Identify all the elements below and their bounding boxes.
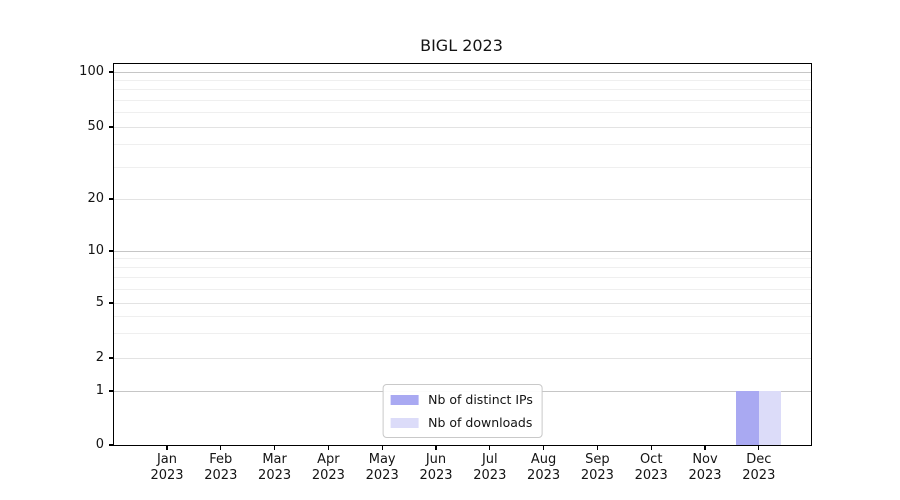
y-tick-label: 50 [87,119,104,134]
y-gridline-minor [114,144,811,146]
y-tick-label: 2 [95,350,104,365]
legend-label-distinct-ips: Nb of distinct IPs [428,392,533,407]
x-tick-label: Feb 2023 [204,452,238,483]
x-tick-mark [435,445,437,450]
x-tick-mark [381,445,383,450]
y-tick-label: 1 [95,383,104,398]
bar-distinct-ips [736,391,759,445]
y-tick-mark [108,198,113,200]
y-tick-mark [108,126,113,128]
bar-downloads [758,391,782,445]
y-gridline-minor [114,315,811,317]
y-gridline [114,302,811,304]
x-tick-label: Mar 2023 [258,452,292,483]
y-gridline [114,357,811,359]
x-tick-label: Nov 2023 [688,452,722,483]
y-tick-label: 5 [95,295,104,310]
y-tick-label: 20 [87,191,104,206]
legend-item-distinct-ips: Nb of distinct IPs [390,392,533,407]
x-tick-mark [542,445,545,450]
x-tick-label: Jan 2023 [150,452,184,483]
y-gridline [114,198,811,200]
x-tick-mark [220,445,222,450]
y-tick-mark [108,302,113,304]
y-gridline-minor [114,166,811,168]
y-tick-label: 100 [79,64,104,79]
legend-label-downloads: Nb of downloads [428,415,533,430]
x-tick-label: Oct 2023 [634,452,668,483]
x-tick-label: Aug 2023 [527,452,561,483]
plot-area: 0 1 2 5 10 20 50 100 Jan 2023 Feb 2023 Mar 2023 Apr… [79,63,812,483]
y-gridline-minor [114,112,811,114]
x-tick-label: Sep 2023 [580,452,614,483]
y-tick-mark [108,444,113,446]
y-tick-mark [108,250,113,252]
y-gridline-minor [114,267,811,269]
y-tick-mark [108,390,113,392]
x-tick-mark [327,445,330,450]
x-tick-mark [596,445,599,450]
x-tick-label: Apr 2023 [311,452,345,483]
y-tick-mark [108,357,113,359]
x-tick-mark [489,445,491,450]
y-gridline [114,71,811,73]
y-gridline-minor [114,288,811,290]
x-tick-mark [273,445,276,450]
x-tick-label: Jul 2023 [473,452,507,483]
y-gridline-minor [114,79,811,81]
y-gridline [114,250,811,252]
y-gridline-minor [114,89,811,91]
x-tick-label: Dec 2023 [742,452,776,483]
y-gridline-minor [114,99,811,101]
y-tick-label: 0 [95,437,104,452]
y-gridline-minor [114,258,811,260]
legend: Nb of distinct IPs Nb of downloads [382,384,543,438]
legend-swatch-downloads-icon [390,417,419,428]
x-tick-mark [704,445,706,450]
x-tick-label: Jun 2023 [419,452,453,483]
y-tick-mark [108,71,113,73]
x-tick-mark [758,445,760,450]
legend-item-downloads: Nb of downloads [390,415,533,430]
chart-title: BIGL 2023 [420,36,503,55]
y-gridline-minor [114,277,811,279]
x-tick-mark [166,445,168,450]
x-tick-mark [650,445,652,450]
y-gridline [114,126,811,128]
legend-swatch-distinct-ips-icon [390,394,419,405]
x-tick-label: May 2023 [365,452,399,483]
y-tick-label: 10 [87,243,104,258]
y-gridline-minor [114,333,811,335]
